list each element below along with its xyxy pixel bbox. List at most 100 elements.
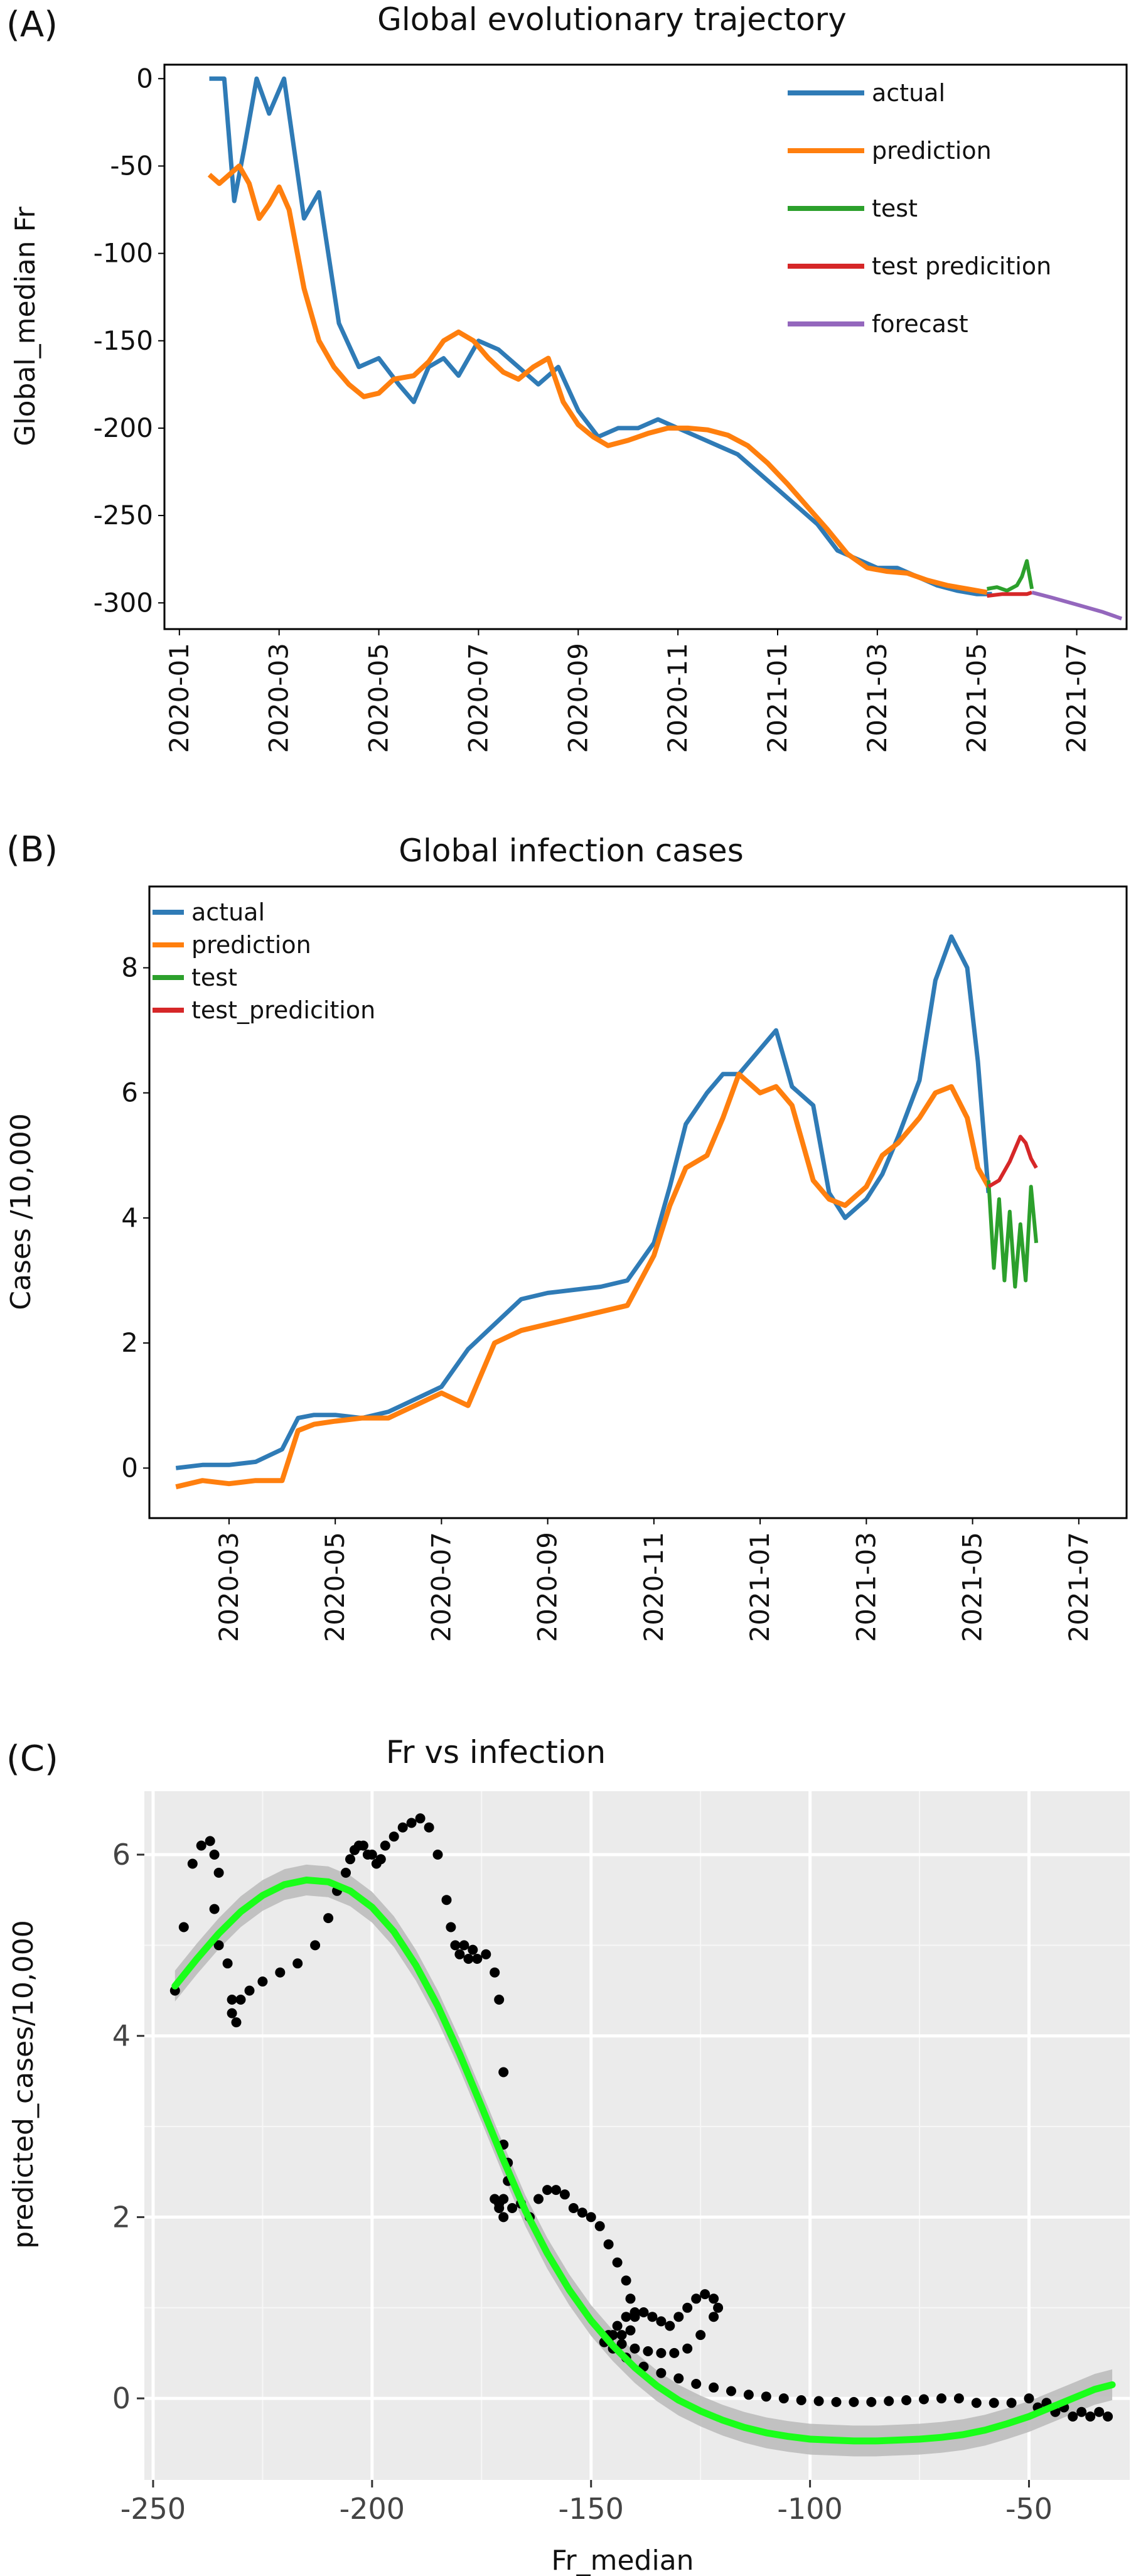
scatter-point xyxy=(507,2203,518,2213)
y-tick-label: -250 xyxy=(94,500,153,531)
panel-b-title: Global infection cases xyxy=(399,833,744,869)
x-tick-label: 2020-11 xyxy=(638,1532,669,1642)
scatter-point xyxy=(1024,2393,1034,2404)
panel-c-ylabel: predicted_cases/10,000 xyxy=(8,1920,40,2249)
panel-a-ylabel: Global_median Fr xyxy=(9,206,41,446)
scatter-point xyxy=(244,1985,255,1996)
y-tick-label: 0 xyxy=(136,63,153,94)
y-tick-label: 4 xyxy=(112,2019,131,2053)
scatter-point xyxy=(612,2257,623,2268)
y-tick-label: -150 xyxy=(94,325,153,356)
scatter-point xyxy=(441,1895,452,1905)
scatter-point xyxy=(691,2379,702,2389)
panel-a-title: Global evolutionary trajectory xyxy=(377,1,847,38)
scatter-point xyxy=(397,1822,408,1833)
scatter-point xyxy=(559,2189,570,2200)
scatter-point xyxy=(621,2312,631,2322)
x-tick-label: 2021-05 xyxy=(957,1532,988,1642)
x-tick-label: -250 xyxy=(121,2492,186,2526)
scatter-point xyxy=(533,2194,544,2204)
x-tick-label: 2020-07 xyxy=(463,643,493,753)
scatter-point xyxy=(358,1840,368,1851)
scatter-point xyxy=(625,2325,636,2336)
scatter-point xyxy=(231,2017,242,2028)
scatter-point xyxy=(673,2312,684,2322)
scatter-point xyxy=(643,2346,653,2356)
scatter-point xyxy=(621,2275,631,2286)
scatter-point xyxy=(577,2207,587,2218)
scatter-point xyxy=(463,1954,474,1964)
scatter-point xyxy=(450,1940,461,1951)
scatter-point xyxy=(472,1954,483,1964)
panel-c-xlabel: Fr_median xyxy=(551,2545,694,2576)
x-tick-label: 2020-11 xyxy=(662,643,693,753)
scatter-point xyxy=(625,2293,636,2304)
scatter-point xyxy=(209,1850,220,1860)
x-tick-label: 2020-07 xyxy=(426,1532,456,1642)
x-tick-label: 2021-07 xyxy=(1063,1532,1094,1642)
scatter-point xyxy=(616,2330,627,2341)
scatter-point xyxy=(213,1867,224,1878)
x-tick-label: 2021-07 xyxy=(1061,643,1092,753)
series-line-test xyxy=(987,559,1034,593)
series-line-forecast xyxy=(1031,590,1123,621)
scatter-point xyxy=(630,2343,640,2354)
scatter-point xyxy=(713,2302,724,2313)
scatter-point xyxy=(205,1836,215,1846)
x-tick-label: -50 xyxy=(1005,2492,1053,2526)
y-tick-label: 2 xyxy=(121,1327,138,1358)
legend-label-prediction: prediction xyxy=(191,931,311,959)
panel-b-ylabel: Cases /10,000 xyxy=(5,1113,37,1310)
plot-frame xyxy=(163,63,1128,630)
scatter-point xyxy=(490,1967,500,1978)
scatter-point xyxy=(388,1831,399,1842)
x-tick-label: 2020-03 xyxy=(264,643,294,753)
panel-b: (B) Global infection cases Cases /10,000… xyxy=(5,829,1128,1642)
scatter-point xyxy=(682,2343,693,2354)
y-tick-label: -100 xyxy=(94,238,153,269)
scatter-point xyxy=(1006,2398,1017,2408)
panel-a-label: (A) xyxy=(6,4,58,45)
y-tick-label: 8 xyxy=(121,952,138,983)
scatter-point xyxy=(1085,2412,1096,2422)
scatter-point xyxy=(691,2293,702,2304)
scatter-point xyxy=(989,2398,999,2408)
legend-label-test: test xyxy=(872,195,918,222)
scatter-point xyxy=(498,2212,509,2223)
legend-label-prediction: prediction xyxy=(872,137,992,164)
scatter-point xyxy=(695,2330,706,2341)
scatter-point xyxy=(796,2395,806,2405)
series-line-prediction xyxy=(175,1071,991,1490)
legend-label-test-predicition: test predicition xyxy=(872,252,1051,280)
scatter-point xyxy=(459,1940,469,1951)
scatter-point xyxy=(669,2347,680,2358)
scatter-point xyxy=(603,2239,614,2250)
x-tick-label: -200 xyxy=(340,2492,405,2526)
scatter-point xyxy=(345,1854,355,1865)
panel-c: (C) Fr vs infection predicted_cases/10,0… xyxy=(6,1734,1130,2576)
x-tick-label: 2021-01 xyxy=(744,1532,775,1642)
scatter-point xyxy=(542,2185,552,2196)
scatter-point xyxy=(647,2312,658,2322)
scatter-point xyxy=(700,2289,710,2300)
scatter-point xyxy=(849,2396,859,2407)
scatter-point xyxy=(227,1995,237,2005)
scatter-point xyxy=(726,2386,736,2396)
scatter-point xyxy=(235,1995,246,2005)
series-line-prediction xyxy=(207,163,988,595)
scatter-point xyxy=(432,1850,443,1860)
scatter-point xyxy=(709,2382,719,2393)
scatter-point xyxy=(665,2320,675,2331)
x-tick-label: -100 xyxy=(777,2492,842,2526)
scatter-point xyxy=(323,1913,334,1924)
scatter-point xyxy=(498,2067,509,2078)
scatter-point xyxy=(380,1840,390,1851)
scatter-point xyxy=(341,1867,351,1878)
scatter-point xyxy=(656,2347,667,2358)
scatter-point xyxy=(813,2396,824,2406)
scatter-point xyxy=(612,2320,623,2331)
legend-label-test: test xyxy=(191,964,237,991)
scatter-point xyxy=(367,1850,377,1860)
scatter-point xyxy=(209,1904,220,1914)
panel-b-label: (B) xyxy=(6,829,58,870)
